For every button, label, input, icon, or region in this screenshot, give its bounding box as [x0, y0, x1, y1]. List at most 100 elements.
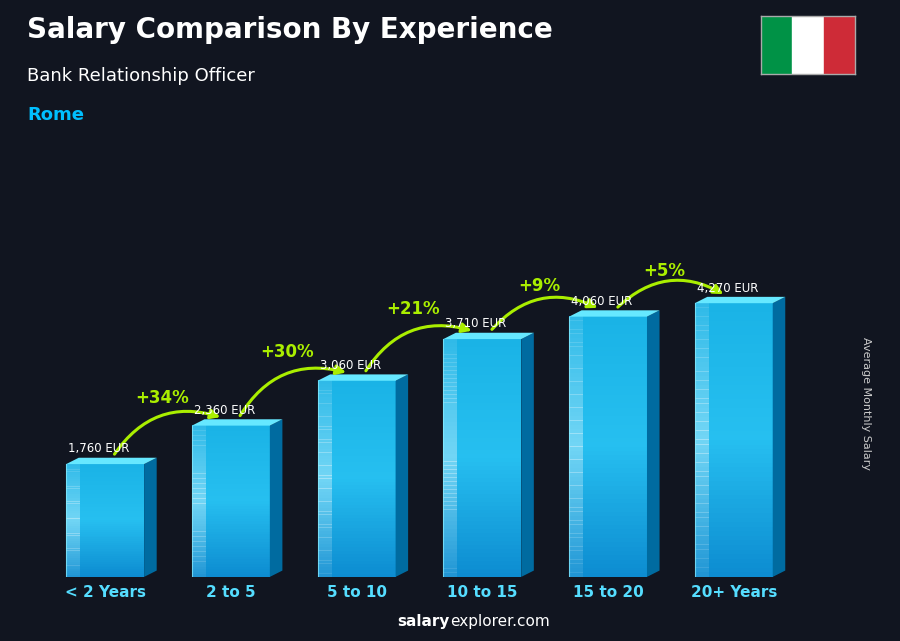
- Bar: [569, 494, 647, 499]
- Bar: [444, 402, 457, 406]
- Bar: [444, 462, 521, 466]
- Bar: [695, 558, 709, 563]
- Bar: [695, 367, 773, 372]
- Bar: [67, 494, 80, 496]
- Bar: [192, 526, 206, 529]
- Bar: [569, 377, 647, 381]
- Bar: [192, 551, 206, 554]
- Bar: [569, 568, 647, 572]
- Bar: [569, 446, 583, 451]
- Bar: [192, 465, 206, 469]
- Bar: [318, 380, 331, 384]
- Bar: [444, 382, 521, 387]
- Bar: [318, 570, 395, 574]
- Bar: [192, 461, 206, 463]
- Bar: [569, 347, 583, 351]
- Bar: [192, 539, 270, 542]
- Bar: [569, 416, 647, 420]
- Bar: [67, 524, 144, 526]
- Bar: [67, 483, 144, 485]
- Bar: [569, 433, 647, 438]
- Bar: [695, 426, 773, 431]
- Bar: [192, 511, 270, 514]
- Bar: [569, 338, 647, 343]
- Bar: [318, 406, 395, 410]
- Bar: [444, 553, 521, 557]
- Bar: [444, 362, 457, 367]
- Bar: [318, 453, 331, 456]
- Bar: [192, 499, 206, 501]
- Bar: [67, 539, 80, 541]
- Bar: [318, 410, 331, 413]
- Bar: [569, 403, 647, 408]
- Bar: [444, 390, 521, 395]
- Bar: [444, 533, 521, 537]
- Bar: [318, 465, 395, 469]
- Bar: [444, 402, 521, 406]
- Bar: [444, 338, 457, 343]
- Bar: [695, 476, 709, 481]
- Bar: [569, 485, 583, 490]
- Bar: [318, 508, 395, 512]
- Bar: [67, 492, 144, 494]
- Bar: [192, 531, 270, 534]
- Bar: [67, 475, 80, 478]
- Bar: [67, 537, 80, 539]
- Bar: [760, 16, 792, 74]
- Bar: [192, 433, 270, 436]
- Bar: [569, 342, 647, 347]
- Bar: [569, 325, 647, 329]
- Bar: [444, 556, 521, 561]
- Bar: [569, 572, 647, 577]
- Bar: [67, 528, 80, 530]
- Bar: [192, 516, 206, 519]
- Bar: [318, 514, 395, 518]
- Bar: [695, 458, 709, 463]
- Bar: [444, 406, 521, 410]
- Bar: [318, 439, 395, 443]
- Bar: [695, 335, 773, 340]
- Bar: [569, 355, 583, 360]
- Bar: [67, 569, 80, 571]
- Bar: [192, 470, 270, 474]
- Bar: [318, 390, 395, 394]
- Bar: [444, 354, 457, 359]
- Bar: [192, 433, 206, 436]
- Bar: [444, 497, 457, 502]
- Bar: [569, 316, 583, 321]
- Bar: [318, 534, 331, 538]
- Bar: [192, 476, 270, 479]
- Bar: [318, 403, 331, 407]
- Bar: [695, 412, 709, 417]
- Bar: [67, 469, 80, 472]
- Bar: [67, 526, 144, 528]
- Bar: [67, 549, 144, 551]
- Bar: [444, 469, 521, 474]
- Bar: [444, 473, 457, 478]
- Bar: [318, 397, 331, 401]
- Bar: [444, 485, 457, 490]
- Bar: [318, 406, 331, 410]
- Bar: [67, 487, 80, 488]
- Bar: [318, 540, 331, 544]
- Bar: [67, 554, 80, 556]
- Bar: [695, 385, 709, 390]
- Bar: [318, 498, 395, 502]
- Bar: [444, 338, 521, 343]
- Bar: [569, 385, 647, 390]
- Bar: [192, 481, 206, 483]
- Bar: [192, 539, 206, 542]
- Bar: [318, 469, 395, 472]
- Bar: [444, 533, 457, 537]
- Bar: [192, 572, 206, 574]
- Bar: [569, 472, 647, 477]
- Bar: [67, 556, 80, 558]
- Bar: [695, 316, 773, 321]
- Bar: [444, 489, 457, 494]
- Bar: [67, 545, 80, 547]
- Bar: [695, 312, 709, 317]
- Bar: [444, 509, 521, 513]
- Bar: [569, 347, 647, 351]
- Bar: [318, 560, 395, 564]
- Bar: [569, 399, 583, 403]
